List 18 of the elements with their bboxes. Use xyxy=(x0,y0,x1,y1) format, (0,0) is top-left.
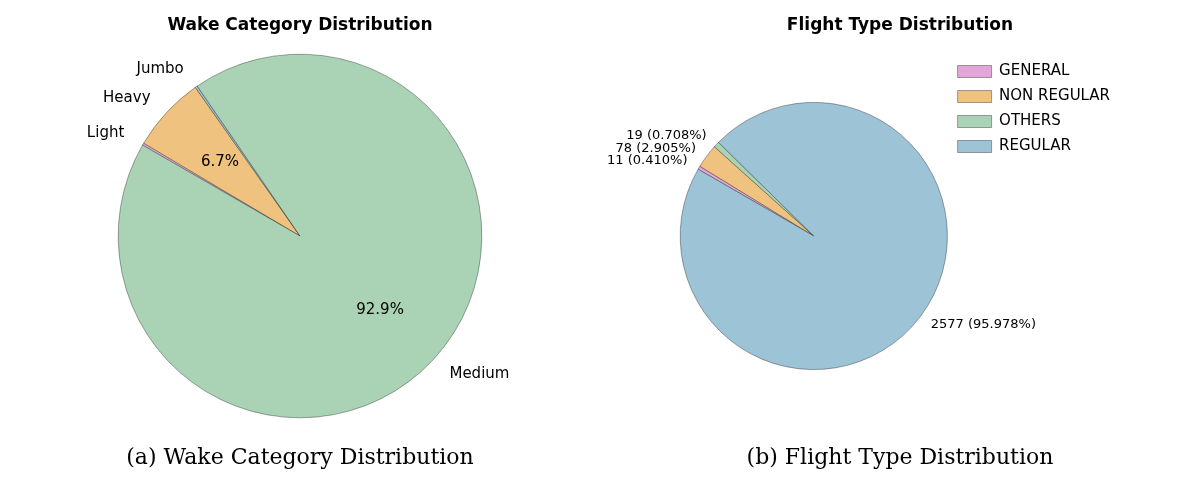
slice-label: Jumbo xyxy=(135,58,184,77)
data-label: 92.9% xyxy=(356,299,404,318)
chart-title: Flight Type Distribution xyxy=(785,13,1015,36)
text: (b) Flight Type Distribution xyxy=(745,444,1055,469)
data-label: 11 (0.410%) xyxy=(607,152,688,168)
slice-label: Light xyxy=(86,122,125,141)
data-label: 2577 (95.978%) xyxy=(930,316,1036,332)
slice-label: Medium xyxy=(449,364,510,383)
legend-label: NON REGULAR xyxy=(999,86,1110,105)
data-label: 78 (2.905%) xyxy=(615,139,696,155)
data-label: 6.7% xyxy=(200,151,239,170)
chart-title: Wake Category Distribution xyxy=(166,13,434,36)
text: (a) Wake Category Distribution xyxy=(125,444,475,469)
legend-label: GENERAL xyxy=(999,61,1070,80)
data-label: 19 (0.708%) xyxy=(626,126,707,142)
slice-label: Heavy xyxy=(103,87,151,106)
legend-label: REGULAR xyxy=(999,136,1071,155)
legend-label: OTHERS xyxy=(999,111,1061,130)
